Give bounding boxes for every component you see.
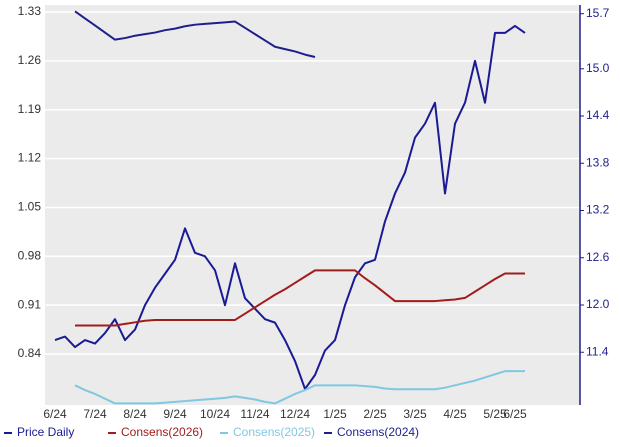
y-tick-label: 1.12 [18,151,42,165]
y-tick-label: 1.33 [18,4,42,18]
series-line [75,269,525,327]
y-tick-label: 1.26 [18,53,42,67]
x-tick-label: 2/25 [363,407,387,421]
y2-tick-label: 12.6 [586,250,610,264]
x-tick-label: 12/24 [280,407,310,421]
x-tick-label: 8/24 [123,407,147,421]
y2-tick-label: 15.0 [586,61,610,75]
x-tick-label: 3/25 [403,407,427,421]
y2-tick-label: 13.2 [586,203,610,217]
y-tick-label: 1.19 [18,102,42,116]
y2-tick-label: 13.8 [586,155,610,169]
y-tick-label: 1.05 [18,200,42,214]
x-tick-label: 11/24 [240,407,269,421]
plot-area [45,5,580,405]
legend-label: Price Daily [17,425,74,439]
x-tick-label: 5/25 [483,407,507,421]
series-line [74,10,316,58]
y-tick-label: 0.91 [18,297,42,311]
x-tick-label: 10/24 [200,407,230,421]
legend-label: Consens(2025) [233,425,315,439]
y2-tick-label: 11.4 [586,344,609,358]
x-tick-label: 1/25 [323,407,347,421]
y2-tick-label: 14.4 [586,108,610,122]
x-tick-label: 6/25 [503,407,527,421]
legend-label: Consens(2024) [337,425,419,439]
y2-tick-label: 12.0 [586,297,610,311]
y2-tick-label: 15.7 [586,6,610,20]
legend-label: Consens(2026) [121,425,203,439]
x-tick-label: 9/24 [163,407,187,421]
y-tick-label: 0.84 [18,346,42,360]
series-line [74,370,525,405]
series-line [54,24,526,390]
x-tick-label: 6/24 [43,407,67,421]
x-tick-label: 4/25 [443,407,467,421]
x-tick-label: 7/24 [83,407,107,421]
y-tick-label: 0.98 [18,248,42,262]
